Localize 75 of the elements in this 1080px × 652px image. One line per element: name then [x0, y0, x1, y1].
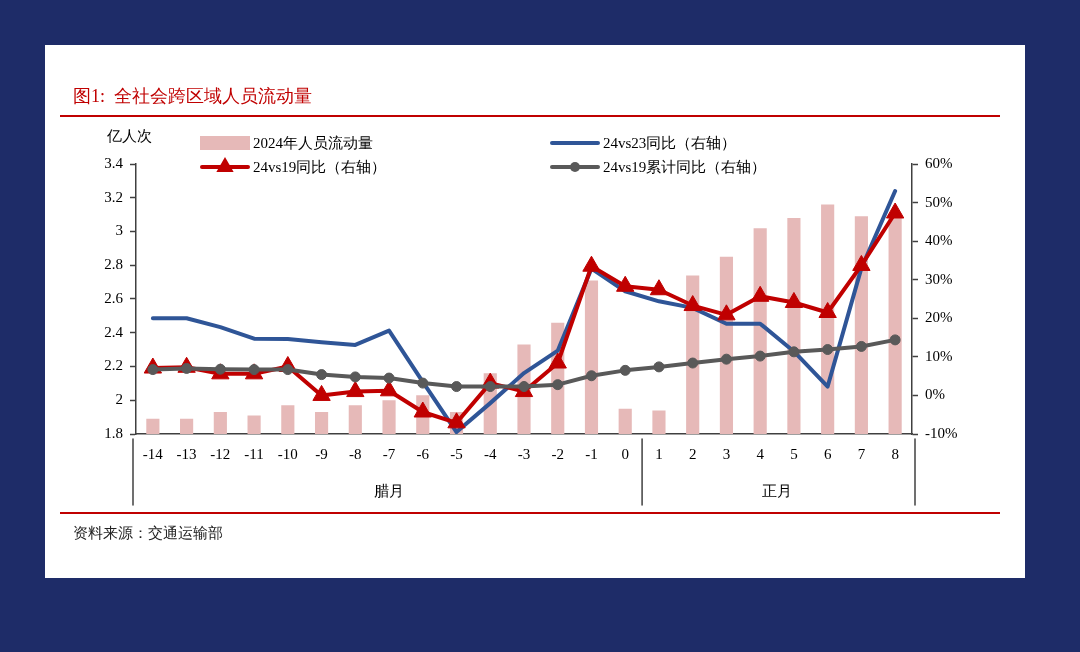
x-tick-label: 1 [655, 445, 663, 462]
y2-tick-label: 40% [925, 232, 953, 249]
x-tick-label: -10 [277, 445, 298, 462]
point [754, 350, 766, 362]
y-tick-label: 2.2 [104, 357, 123, 374]
point [349, 371, 361, 383]
point [585, 370, 597, 382]
y-tick-label: 3 [115, 222, 123, 239]
x-tick-label: -3 [517, 445, 531, 462]
y2-tick-label: 30% [925, 270, 953, 287]
legend-label: 24vs19累计同比（右轴） [603, 158, 767, 175]
y-tick-label: 2.4 [104, 323, 124, 340]
point [417, 377, 429, 389]
text: 正月 [762, 482, 793, 499]
text: 资料来源：交通运输部 [73, 524, 223, 543]
x-tick-label: -1 [585, 445, 598, 462]
point [822, 344, 834, 356]
y-tick-label: 2.8 [104, 256, 123, 273]
y-tick-label: 2.6 [104, 289, 124, 306]
y-tick-label: 2 [115, 391, 123, 408]
legend-label: 24vs23同比（右轴） [603, 134, 737, 151]
x-tick-label: 7 [857, 445, 866, 462]
chart-title: 图1: 全社会跨区域人员流动量 [73, 85, 313, 108]
text: 腊月 [374, 482, 405, 499]
x-tick-label: -14 [142, 445, 164, 462]
point [616, 275, 635, 292]
point [552, 379, 564, 391]
point [653, 361, 665, 373]
x-tick-label: 3 [722, 445, 731, 462]
x-tick-label: -13 [176, 445, 197, 462]
x-tick-label: -6 [416, 445, 430, 462]
point [784, 291, 804, 308]
point [316, 369, 328, 381]
legend-label: 2024年人员流动量 [253, 134, 373, 151]
x-tick-label: -11 [244, 445, 264, 462]
y2-tick-label: 60% [925, 154, 953, 171]
x-tick-label: 0 [621, 445, 629, 462]
x-tick-label: -4 [484, 445, 498, 462]
x-tick-label: 8 [891, 445, 899, 462]
point [582, 255, 601, 272]
point [717, 304, 736, 321]
x-tick-label: 6 [823, 445, 832, 462]
y-tick-label: 1.8 [104, 424, 123, 441]
point [852, 254, 871, 271]
y2-tick-label: 0% [925, 386, 945, 403]
point [720, 353, 732, 365]
y2-tick-label: -10% [925, 424, 958, 441]
point [818, 302, 837, 318]
point [885, 202, 905, 219]
x-tick-label: 2 [688, 445, 697, 462]
x-tick-label: 5 [790, 445, 798, 462]
point [855, 340, 867, 352]
x-tick-label: -9 [315, 445, 328, 462]
x-tick-label: -12 [210, 445, 231, 462]
x-tick-label: -8 [349, 445, 362, 462]
point [649, 279, 669, 296]
y-axis-title: 亿人次 [105, 127, 152, 144]
point [451, 381, 463, 393]
y-tick-label: 3.2 [104, 188, 123, 205]
point [683, 295, 702, 312]
point [751, 285, 770, 302]
point [383, 372, 395, 384]
x-tick-label: -5 [450, 445, 463, 462]
legend-label: 24vs19同比（右轴） [253, 158, 387, 175]
y2-tick-label: 20% [925, 309, 953, 326]
point [687, 357, 699, 369]
x-tick-label: -2 [551, 445, 564, 462]
y-tick-label: 3.4 [104, 154, 124, 171]
x-tick-label: -7 [382, 445, 396, 462]
x-tick-label: 4 [756, 445, 765, 462]
point [889, 334, 901, 346]
y2-tick-label: 50% [925, 193, 953, 210]
y2-tick-label: 10% [925, 347, 953, 364]
point [619, 364, 631, 376]
point [788, 346, 800, 358]
